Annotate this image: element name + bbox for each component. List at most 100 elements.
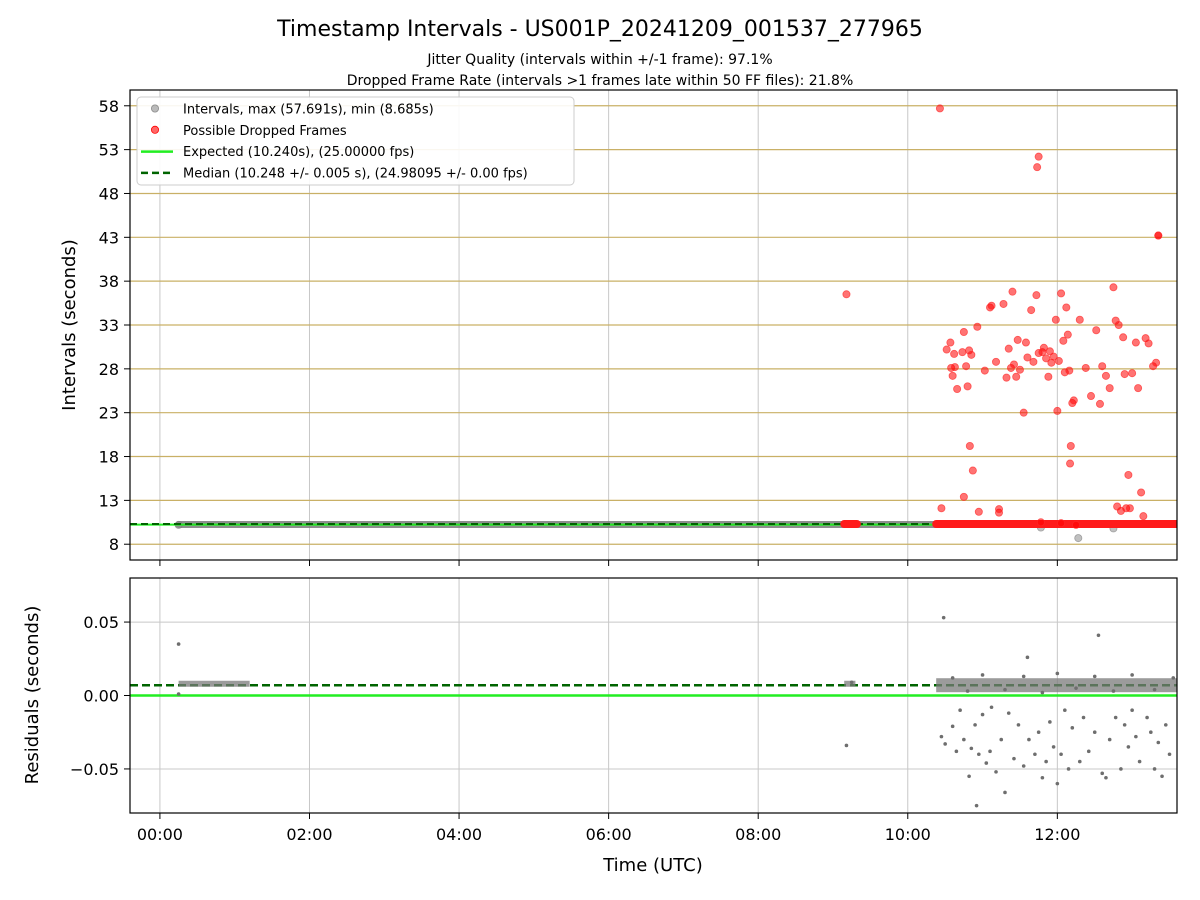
dropped-frame-point [948,371,957,380]
legend-entry: Intervals, max (57.691s), min (8.685s) [183,103,434,118]
dropped-frame-point [1065,366,1074,375]
dropped-frame-point [1105,384,1114,393]
residual-point [1092,730,1097,735]
dropped-frame-point [1072,520,1081,529]
dropped-frame-point [1128,369,1137,378]
top-y-tick-label: 48 [99,184,119,203]
dropped-frame-point [1092,326,1101,335]
dropped-frame-point [1015,365,1024,374]
dropped-frame-point [973,322,982,331]
dropped-frame-point [1119,333,1128,342]
dropped-frame-point [1057,289,1066,298]
dropped-frame-point [1019,408,1028,417]
top-y-tick-label: 53 [99,141,119,160]
residual-point [1160,774,1164,779]
residual-point [1122,723,1127,727]
residual-point [176,692,181,696]
residual-point [980,712,985,717]
residual-point [1051,745,1056,749]
residual-point [1066,767,1071,771]
legend-entry: Expected (10.240s), (25.00000 fps) [183,145,414,160]
residual-point [1107,737,1112,742]
residual-point [977,752,981,757]
top-y-tick-label: 23 [99,404,119,423]
bottom-y-tick-label: 0.05 [83,613,119,632]
dropped-frame-point [1059,336,1068,345]
residual-point [1074,686,1078,690]
residual-point [974,803,979,808]
top-y-tick-label: 43 [99,228,119,247]
x-tick-label: 08:00 [735,825,781,844]
dropped-frame-point [1137,488,1146,497]
x-tick-label: 04:00 [436,825,482,844]
residual-point [1113,715,1118,720]
residual-point [1149,730,1153,735]
residual-point [1027,737,1031,742]
x-axis-label: Time (UTC) [602,855,703,876]
dropped-frame-point [1009,360,1018,369]
top-y-tick-label: 28 [99,360,119,379]
dropped-frame-point [950,363,959,372]
residual-point [988,749,992,754]
residual-point [1086,749,1091,754]
residual-point [958,708,962,712]
dropped-frame-point [1062,303,1071,312]
dropped-frame-point [1066,459,1075,468]
dropped-frame-point [1131,338,1140,347]
residual-point [1033,752,1037,757]
residual-point [1092,674,1097,679]
dropped-frame-point [1039,343,1048,352]
dropped-frame-point [937,504,946,513]
top-y-tick-label: 58 [99,97,119,116]
residual-point [1025,655,1030,660]
dropped-frame-point [1021,338,1030,347]
residual-point [1077,759,1082,764]
dropped-frame-point [1051,315,1060,324]
dropped-frame-point [1057,519,1066,528]
residual-point [950,676,955,680]
top-y-tick-label: 18 [99,448,119,467]
dropped-frame-point [946,338,955,347]
dropped-frame-point [1049,352,1058,361]
dropped-frame-point [1029,357,1038,366]
residual-point [1152,767,1157,771]
dropped-frame-point [1124,470,1133,479]
chart-legend: Intervals, max (57.691s), min (8.685s) Po… [136,96,575,186]
dropped-frame-point [1120,370,1129,379]
residual-point [1040,775,1045,780]
residual-point [994,770,998,774]
residual-point [962,737,966,742]
residual-point [1070,726,1075,730]
residual-point [176,642,181,646]
residual-point [1156,740,1161,745]
dropped-frame-point [1101,371,1110,380]
residual-point [1016,723,1021,727]
residual-point [1021,764,1026,768]
dropped-frame-point [1109,283,1118,292]
residual-point [1111,689,1116,693]
residual-point [1081,715,1086,720]
dropped-frame-point [958,348,967,357]
dropped-frame-point [1114,320,1123,329]
residual-point [1006,711,1011,715]
dropped-frame-point [1044,372,1053,381]
residual-point [1055,671,1060,676]
dropped-frame-point [1134,384,1143,393]
dropped-frame-point [999,299,1008,308]
residual-point [954,749,959,754]
residual-point [1130,708,1134,712]
legend-marker-point [150,104,159,113]
residual-point [1003,790,1007,795]
residual-point [980,673,985,677]
dropped-frame-point [953,385,962,394]
residual-point [1044,759,1048,764]
residual-point [1145,715,1149,720]
dropped-frame-point [842,290,851,299]
dropped-frame-point [962,362,971,371]
residual-point [1104,775,1108,780]
dropped-frame-point [942,345,951,354]
residual-point [984,761,989,765]
x-tick-label: 06:00 [586,825,632,844]
residuals-panel: 0.05 0.00 −0.05 00:00 02:00 04:00 06:00 08:00 10… [70,577,1178,844]
residual-point [1036,730,1041,735]
